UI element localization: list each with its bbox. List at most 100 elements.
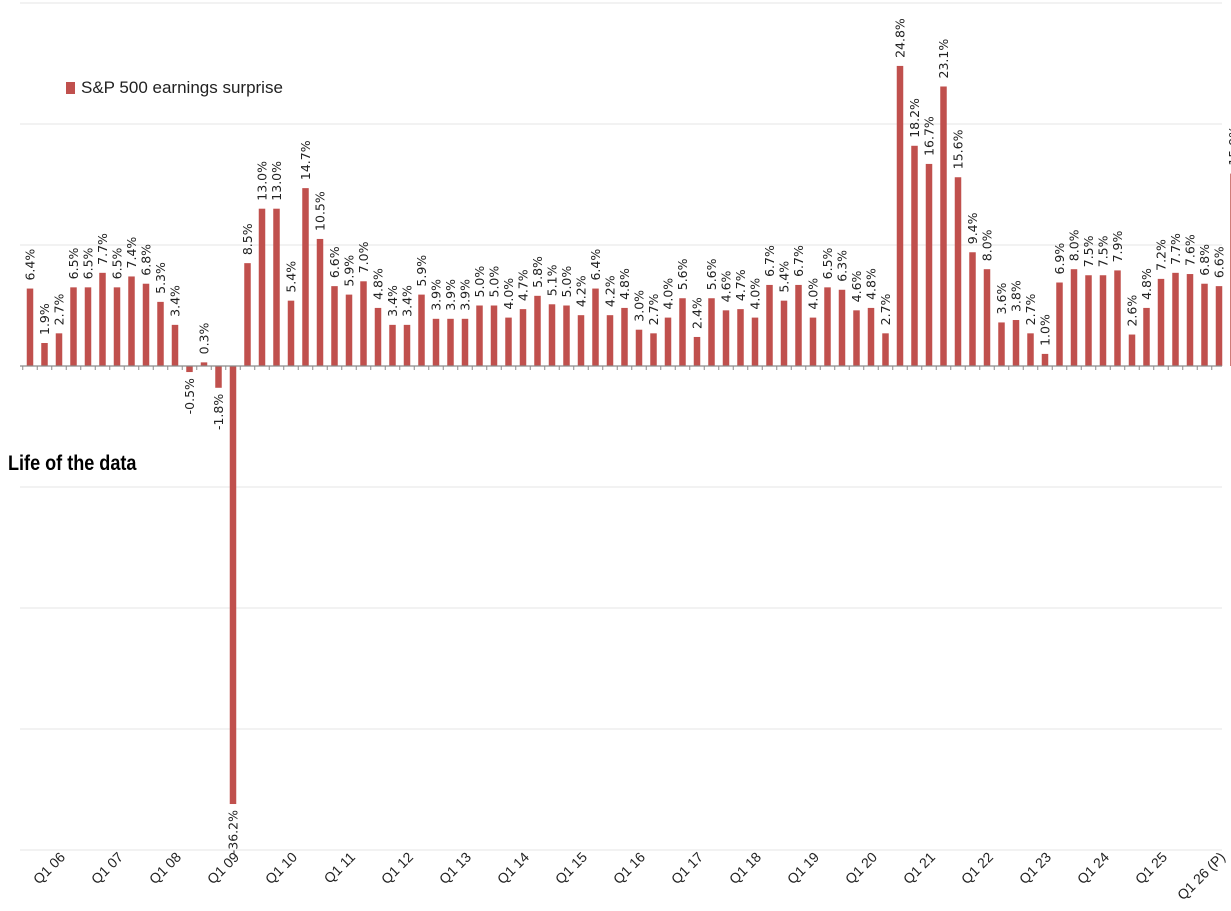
data-label: 4.8%: [617, 268, 632, 300]
data-label: 4.8%: [371, 268, 386, 300]
bar: [418, 294, 425, 366]
bar: [302, 188, 309, 366]
data-label: -36.2%: [226, 810, 241, 854]
x-tick-label: Q1 19: [784, 849, 822, 887]
bar: [1157, 278, 1165, 366]
data-label: 5.4%: [284, 261, 299, 293]
bar: [70, 287, 77, 366]
bar: [882, 333, 889, 366]
x-tick-label: Q1 23: [1016, 849, 1054, 887]
bar: [563, 305, 570, 366]
data-label: 4.0%: [806, 278, 821, 310]
x-tick-label: Q1 12: [378, 849, 416, 887]
data-label: 6.5%: [66, 247, 81, 279]
x-axis: [20, 365, 1222, 370]
legend: S&P 500 earnings surprise: [66, 78, 283, 98]
x-tick-label: Q1 16: [610, 849, 648, 887]
bar: [1201, 283, 1208, 366]
bar: [1172, 272, 1179, 366]
bar: [229, 366, 237, 805]
data-label: 3.9%: [458, 279, 473, 311]
data-label: 5.4%: [777, 261, 792, 293]
data-label: 6.5%: [81, 247, 96, 279]
bar: [345, 294, 353, 366]
x-tick-label: Q1 20: [842, 849, 880, 887]
data-label: 3.9%: [443, 279, 458, 311]
data-label: 6.8%: [139, 244, 154, 276]
bar: [1099, 275, 1107, 366]
data-label: 1.0%: [1038, 314, 1053, 346]
bar: [722, 310, 730, 366]
data-label: 7.7%: [95, 233, 110, 265]
bar: [447, 318, 454, 366]
data-label: 6.6%: [1212, 246, 1227, 278]
bar: [896, 65, 904, 367]
x-tick-label: Q1 07: [88, 849, 126, 887]
data-label: 1.9%: [37, 303, 52, 335]
data-label: 2.7%: [1023, 293, 1038, 325]
data-label: 4.0%: [748, 278, 763, 310]
bar: [41, 343, 48, 366]
bar: [360, 281, 367, 366]
bar: [99, 272, 106, 366]
bar: [1143, 307, 1150, 366]
bar: [650, 333, 657, 366]
bar: [432, 318, 440, 366]
data-label: 2.6%: [1125, 295, 1140, 327]
data-label: -0.5%: [182, 378, 197, 414]
bar: [766, 284, 773, 366]
bar: [476, 305, 483, 366]
bar: [1114, 270, 1121, 366]
bar: [519, 309, 527, 366]
x-tick-label: Q1 14: [494, 849, 532, 887]
data-label: 4.2%: [603, 275, 618, 307]
bar: [954, 177, 962, 366]
data-labels: 6.4%1.9% 2.7%6.5% 6.5% 7.7% 6.5% 7.4% 6.8%5.3%…: [23, 18, 1231, 854]
bar: [737, 309, 744, 366]
bar: [1186, 274, 1194, 366]
data-label: 15.9%: [1226, 126, 1231, 166]
data-label: 6.7%: [762, 245, 777, 277]
data-label: 6.5%: [820, 247, 835, 279]
bar: [998, 322, 1005, 366]
bars: [26, 65, 1231, 805]
data-label: 24.8%: [893, 18, 908, 58]
bar: [142, 283, 150, 366]
bar: [1215, 286, 1223, 366]
bar: [577, 315, 585, 366]
data-label: 14.7%: [298, 140, 313, 180]
x-tick-label: Q1 17: [668, 849, 706, 887]
data-label: 16.7%: [922, 116, 937, 156]
data-label: 13.0%: [269, 161, 284, 201]
data-label: -1.8%: [211, 394, 226, 430]
data-label: 3.6%: [994, 283, 1009, 315]
bar: [534, 295, 541, 366]
bar: [287, 300, 295, 366]
bar: [925, 163, 933, 366]
data-label: 5.6%: [675, 258, 690, 290]
x-tick-label: Q1 13: [436, 849, 474, 887]
data-label: 6.4%: [23, 249, 38, 281]
bar: [911, 145, 918, 366]
data-label: 2.4%: [690, 297, 705, 329]
data-label: 4.0%: [501, 278, 516, 310]
data-label: 6.7%: [791, 245, 806, 277]
data-label: 2.7%: [878, 293, 893, 325]
data-label: 7.5%: [1096, 235, 1111, 267]
legend-label: S&P 500 earnings surprise: [81, 78, 283, 97]
gridlines: [20, 2, 1222, 851]
bar: [26, 288, 34, 366]
data-label: 9.4%: [965, 212, 980, 244]
bar: [969, 252, 976, 366]
bar: [55, 333, 63, 366]
bar: [679, 298, 686, 366]
data-label: 7.6%: [1183, 234, 1198, 266]
bar: [867, 307, 875, 366]
data-label: 8.5%: [240, 223, 255, 255]
bar: [84, 287, 92, 366]
bar: [838, 289, 846, 366]
x-tick-label: Q1 26 (P): [1174, 849, 1228, 903]
data-label: 4.2%: [574, 275, 589, 307]
data-label: 7.4%: [124, 237, 139, 269]
bar: [548, 304, 556, 366]
